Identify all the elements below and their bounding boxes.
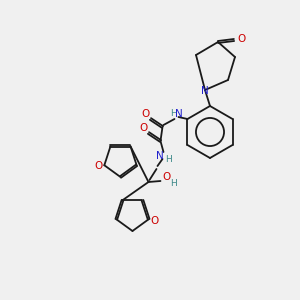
Text: O: O <box>141 109 150 119</box>
Text: N: N <box>175 109 182 119</box>
Text: N: N <box>156 151 164 161</box>
Text: N: N <box>201 86 209 96</box>
Text: H: H <box>165 155 172 164</box>
Text: O: O <box>140 123 148 133</box>
Text: O: O <box>151 216 159 226</box>
Text: O: O <box>94 161 102 171</box>
Text: O: O <box>237 34 245 44</box>
Text: H: H <box>170 110 177 118</box>
Text: H: H <box>170 178 177 188</box>
Text: O: O <box>162 172 171 182</box>
